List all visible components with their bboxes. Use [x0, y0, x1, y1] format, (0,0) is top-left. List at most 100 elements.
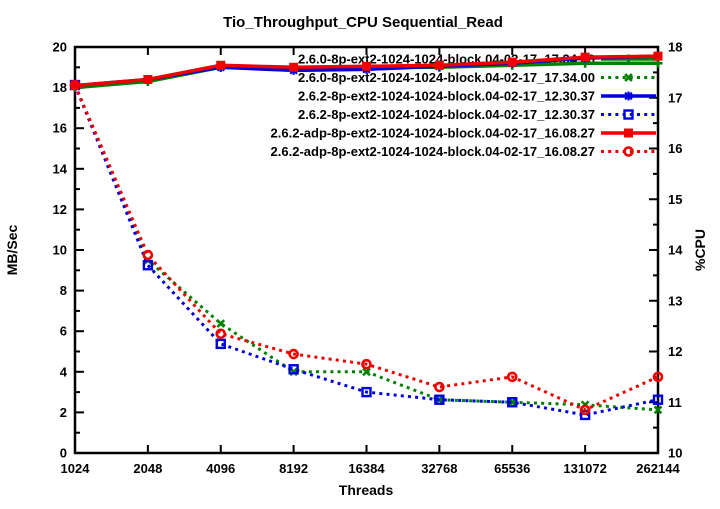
marker-open-circle — [288, 348, 299, 360]
marker-shape — [143, 74, 153, 84]
legend-label: 2.6.2-adp-8p-ext2-1024-1024-block.04-02-… — [271, 144, 595, 159]
marker-filled-square — [434, 60, 444, 70]
x-tick-label: 65536 — [494, 461, 530, 476]
y-left-tick-label: 4 — [60, 364, 68, 379]
marker-open-circle — [215, 328, 227, 340]
marker-shape — [361, 358, 372, 370]
legend-entry-4: 2.6.2-adp-8p-ext2-1024-1024-block.04-02-… — [271, 126, 656, 141]
marker-cross — [624, 73, 633, 82]
y-left-tick-label: 10 — [53, 243, 67, 258]
y-left-tick-label: 12 — [53, 202, 67, 217]
series-5-cpu-percent — [69, 79, 664, 416]
marker-cross — [216, 319, 226, 328]
marker-stroke — [216, 319, 226, 328]
marker-filled-square — [143, 74, 153, 84]
marker-shape — [434, 60, 444, 70]
y-right-tick-label: 12 — [668, 344, 682, 359]
marker-shape — [506, 371, 518, 383]
legend-label: 2.6.2-8p-ext2-1024-1024-block.04-02-17_1… — [298, 107, 595, 122]
marker-open-square — [361, 386, 372, 398]
marker-open-circle — [579, 404, 591, 416]
y-left-tick-label: 16 — [53, 121, 67, 136]
legend-entry-1: 2.6.0-8p-ext2-1024-1024-block.04-02-17_1… — [298, 70, 656, 85]
marker-shape — [69, 79, 81, 91]
marker-filled-square — [653, 51, 663, 61]
y-left-axis-label: MB/Sec — [4, 225, 20, 276]
legend-entry-2: 2.6.2-8p-ext2-1024-1024-block.04-02-17_1… — [298, 89, 656, 104]
marker-shape — [434, 394, 445, 405]
x-tick-label: 262144 — [636, 461, 680, 476]
y-right-tick-label: 17 — [668, 90, 682, 105]
marker-shape — [579, 404, 591, 416]
y-left-tick-label: 18 — [53, 80, 67, 95]
legend-entry-5: 2.6.2-adp-8p-ext2-1024-1024-block.04-02-… — [271, 144, 656, 159]
plot-border — [73, 45, 660, 455]
y-right-tick-label: 10 — [668, 446, 682, 461]
marker-shape — [507, 397, 518, 408]
chart-legend: 2.6.0-8p-ext2-1024-1024-block.04-02-17_1… — [271, 52, 656, 159]
x-tick-label: 4096 — [206, 461, 235, 476]
marker-filled-square — [507, 57, 517, 67]
marker-open-square — [652, 394, 664, 405]
marker-filled-square — [624, 128, 633, 138]
y-right-tick-label: 15 — [668, 192, 682, 207]
marker-shape — [652, 371, 664, 383]
marker-open-circle — [361, 358, 372, 370]
marker-asterisk — [624, 91, 633, 101]
y-right-tick-label: 13 — [668, 293, 682, 308]
marker-shape — [624, 128, 633, 138]
marker-open-square — [434, 394, 445, 405]
marker-shape — [289, 62, 299, 72]
x-tick-label: 131072 — [563, 461, 606, 476]
x-tick-label: 2048 — [133, 461, 162, 476]
marker-cross — [507, 397, 517, 407]
marker-shape — [434, 381, 445, 393]
marker-filled-square — [362, 61, 371, 71]
marker-filled-square — [289, 62, 299, 72]
marker-shape — [142, 260, 154, 271]
legend-entry-3: 2.6.2-8p-ext2-1024-1024-block.04-02-17_1… — [298, 107, 656, 122]
marker-filled-square — [580, 52, 590, 62]
marker-shape — [623, 146, 634, 157]
marker-open-square — [623, 109, 634, 120]
y-left-tick-label: 6 — [60, 324, 67, 339]
axes-layer: 1024 2048 4096 8192 16384 32768 65536 131072 262… — [53, 40, 684, 477]
marker-shape — [653, 51, 663, 61]
marker-shape — [216, 60, 226, 70]
marker-stroke — [653, 405, 663, 415]
x-axis-label: Threads — [339, 482, 394, 498]
marker-shape — [623, 109, 634, 120]
y-right-tick-label: 14 — [668, 243, 683, 258]
marker-open-square — [507, 397, 518, 408]
marker-shape — [507, 57, 517, 67]
marker-shape — [362, 61, 371, 71]
marker-open-circle — [623, 146, 634, 157]
y-right-tick-label: 16 — [668, 141, 682, 156]
series-line — [73, 84, 659, 417]
marker-open-square — [288, 364, 299, 375]
series-layer — [69, 51, 664, 421]
marker-stroke — [624, 91, 633, 101]
y-left-tick-label: 8 — [60, 283, 67, 298]
marker-stroke — [507, 397, 517, 407]
legend-label: 2.6.0-8p-ext2-1024-1024-block.04-02-17_1… — [298, 70, 595, 85]
marker-cross — [362, 367, 371, 377]
marker-stroke — [624, 73, 633, 82]
marker-filled-square — [216, 60, 226, 70]
marker-open-circle — [142, 249, 154, 261]
chart-title: Tio_Throughput_CPU Sequential_Read — [223, 14, 503, 31]
series-line — [73, 84, 659, 412]
marker-open-square — [215, 338, 226, 350]
legend-label: 2.6.2-8p-ext2-1024-1024-block.04-02-17_1… — [298, 89, 595, 104]
marker-stroke — [362, 367, 371, 377]
x-tick-label: 16384 — [348, 461, 385, 476]
y-left-tick-label: 14 — [53, 161, 68, 176]
x-tick-label: 32768 — [421, 461, 457, 476]
y-left-tick-label: 2 — [60, 405, 67, 420]
marker-shape — [288, 348, 299, 360]
series-4-throughput-mb-sec — [70, 51, 663, 91]
legend-label: 2.6.2-adp-8p-ext2-1024-1024-block.04-02-… — [271, 126, 595, 141]
marker-shape — [361, 386, 372, 398]
marker-open-circle — [506, 371, 518, 383]
